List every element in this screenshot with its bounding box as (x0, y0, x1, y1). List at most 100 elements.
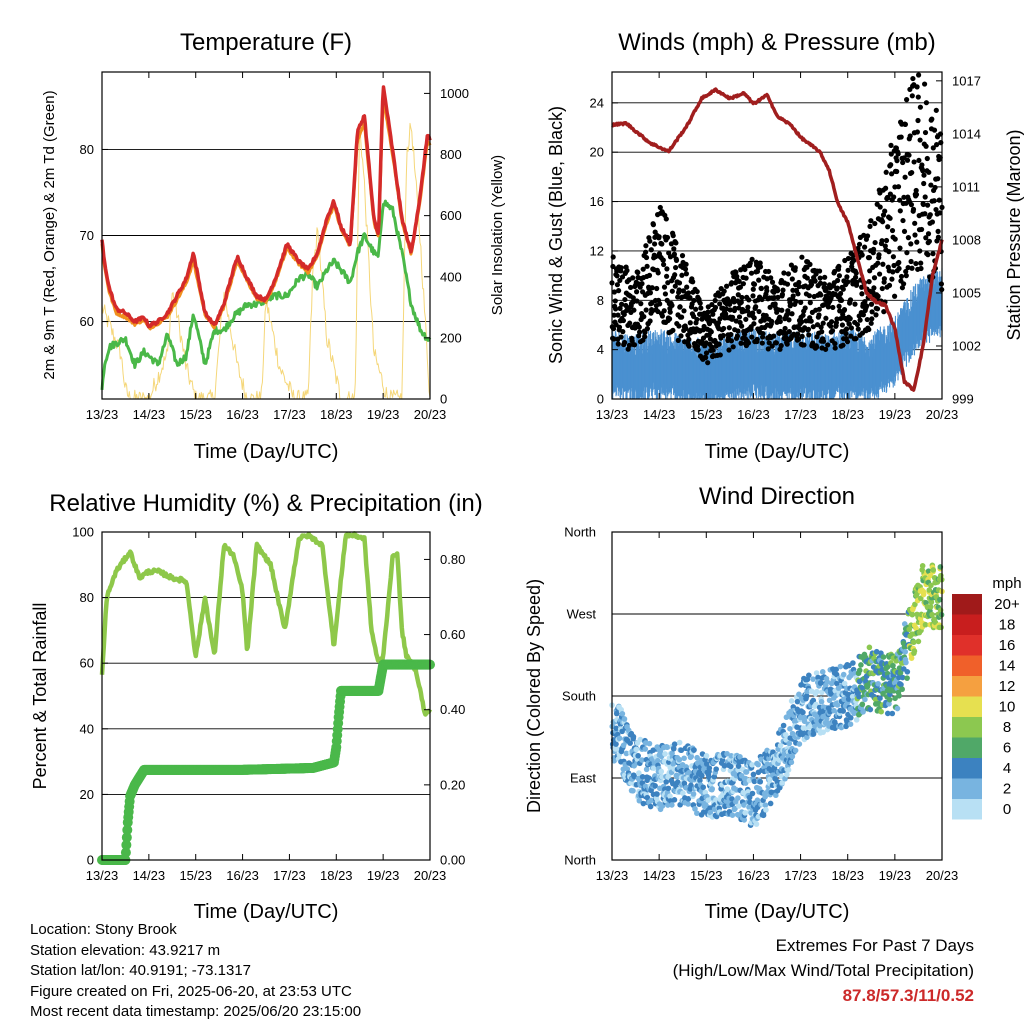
gust-point (638, 301, 644, 307)
gust-point (912, 220, 918, 226)
x-tick-label: 15/23 (690, 868, 723, 883)
direction-point (875, 680, 881, 687)
direction-point (784, 771, 790, 778)
temperature-panel: Temperature (F) 607080020040060080010001… (41, 29, 506, 463)
winds-ticks: 0 4 8 12 16 20 24 999 1002 1005 1008 1011 1014 1017 13… (590, 72, 981, 422)
gust-point (907, 133, 913, 139)
x-tick-label: 16/23 (737, 868, 770, 883)
direction-point (648, 797, 655, 804)
gust-point (634, 298, 640, 304)
gust-point (937, 210, 943, 216)
gust-point (881, 276, 888, 282)
gust-point (644, 326, 651, 332)
direction-point (818, 698, 825, 705)
gust-point (897, 197, 903, 203)
gust-point (820, 338, 827, 344)
direction-point (643, 766, 650, 773)
gust-point (637, 329, 643, 335)
direction-point (896, 692, 902, 699)
gust-point (639, 281, 645, 287)
gust-point (904, 250, 910, 256)
direction-point (788, 759, 795, 766)
direction-point (630, 788, 636, 794)
direction-point (697, 777, 703, 784)
gust-point (616, 324, 623, 330)
gust-point (716, 341, 722, 347)
direction-point (706, 765, 713, 771)
gust-point (931, 198, 937, 204)
legend-label: 4 (1003, 760, 1011, 777)
gust-point (829, 328, 836, 334)
gust-point (871, 246, 877, 252)
direction-point (837, 663, 844, 670)
direction-point (927, 604, 934, 610)
direction-point (814, 688, 820, 695)
gust-point (624, 267, 630, 274)
gust-point (769, 318, 775, 324)
gust-point (763, 313, 769, 319)
legend-label: 12 (999, 678, 1016, 695)
gust-point (795, 291, 801, 297)
gust-point (784, 341, 790, 347)
direction-tick-label: West (567, 607, 597, 622)
gust-point (683, 325, 689, 332)
gust-point (916, 157, 922, 164)
rainfall-point (121, 839, 132, 850)
direction-point (654, 791, 660, 797)
gust-point (652, 241, 658, 247)
winds-series (609, 72, 945, 399)
gust-point (694, 316, 700, 323)
x-tick-label: 19/23 (367, 868, 400, 883)
direction-point (686, 769, 692, 776)
gust-point (915, 94, 921, 100)
gust-point (667, 316, 673, 322)
gust-point (897, 245, 903, 251)
direction-point (743, 769, 750, 775)
gust-point (825, 342, 831, 348)
gust-point (687, 294, 693, 301)
gust-point (799, 254, 805, 260)
direction-point (636, 797, 643, 804)
direction-point (903, 659, 909, 666)
direction-point (681, 755, 687, 762)
gust-point (880, 219, 886, 225)
gust-point (848, 325, 855, 331)
gust-point (614, 282, 621, 288)
direction-point (644, 794, 651, 801)
direction-point (823, 715, 830, 722)
direction-point (912, 601, 918, 608)
direction-point (928, 582, 934, 589)
gust-point (751, 315, 757, 321)
legend-swatch (952, 655, 982, 676)
direction-point (873, 648, 880, 655)
direction-point (663, 779, 670, 785)
y2-tick-label: 1014 (952, 126, 981, 141)
x-tick-label: 20/23 (414, 407, 447, 422)
gust-point (766, 268, 772, 275)
gust-point (775, 288, 781, 294)
direction-point (813, 701, 819, 708)
gust-point (806, 293, 813, 299)
y-tick-label: 40 (80, 721, 94, 736)
solar-insolation-line (101, 122, 431, 400)
y2-tick-label: 800 (440, 147, 462, 162)
gust-point (656, 234, 662, 240)
gust-point (641, 314, 647, 320)
gust-point (657, 301, 663, 307)
gust-point (869, 316, 875, 322)
humidity-ticks: 0 20 40 60 80 100 0.00 0.20 0.40 0.60 0.80 13/23 14/… (72, 525, 465, 884)
gust-point (662, 291, 669, 297)
gust-point (648, 247, 654, 253)
gust-point (934, 142, 940, 148)
gust-point (630, 299, 636, 305)
humidity-left-axis-label: Percent & Total Rainfall (30, 603, 50, 790)
direction-point (670, 745, 677, 752)
gust-point (888, 142, 894, 148)
direction-point (859, 701, 866, 708)
legend-label: 16 (999, 637, 1016, 654)
gust-point (673, 257, 680, 263)
direction-point (920, 591, 927, 598)
direction-point (938, 624, 944, 631)
direction-point (623, 750, 630, 757)
gust-point (812, 278, 818, 284)
